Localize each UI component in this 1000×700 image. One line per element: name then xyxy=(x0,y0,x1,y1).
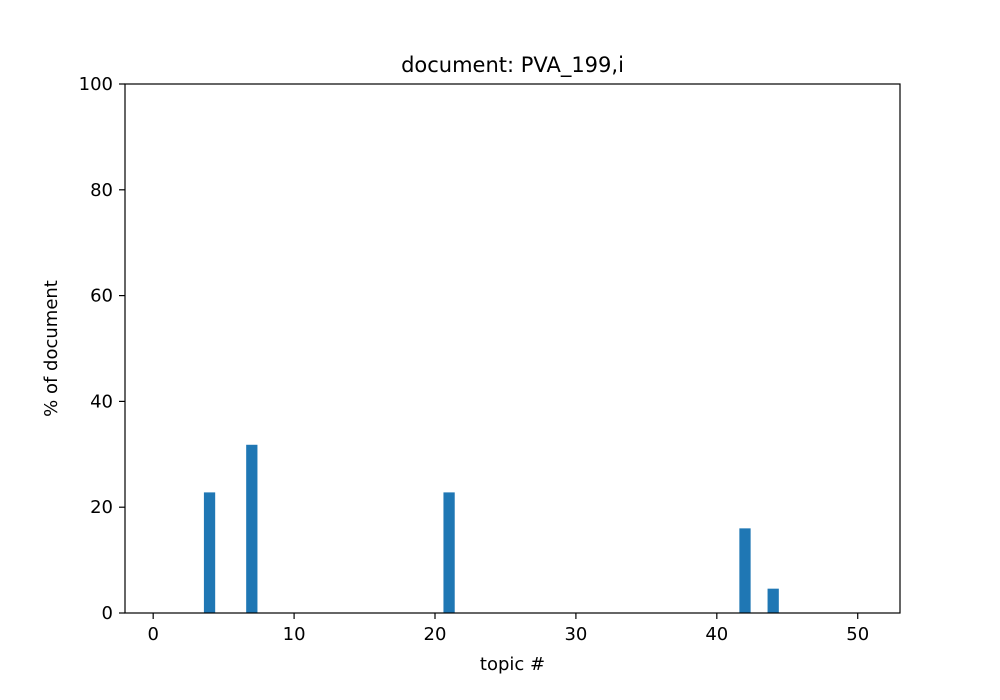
x-tick-label: 20 xyxy=(424,624,447,645)
bar-topic-21 xyxy=(443,492,455,613)
x-tick-label: 50 xyxy=(846,624,869,645)
bar-topic-44 xyxy=(767,588,779,613)
y-axis-ticks: 0 20 40 60 80 100 xyxy=(79,74,125,624)
y-tick-label: 0 xyxy=(102,603,113,624)
x-axis-ticks: 0 10 20 30 40 50 xyxy=(147,613,869,645)
chart-title: document: PVA_199,i xyxy=(401,53,624,78)
bar-topic-7 xyxy=(246,444,258,613)
plot-area-frame xyxy=(124,83,901,614)
bar-topic-4 xyxy=(203,492,216,613)
x-tick-label: 30 xyxy=(564,624,587,645)
y-tick-label: 100 xyxy=(79,74,113,95)
x-axis-label: topic # xyxy=(480,654,545,675)
x-tick-label: 10 xyxy=(283,624,306,645)
y-axis-label: % of document xyxy=(41,280,62,417)
y-tick-label: 60 xyxy=(90,286,113,307)
x-tick-label: 40 xyxy=(705,624,728,645)
bar-topic-42 xyxy=(739,528,751,613)
bars-layer xyxy=(203,444,779,613)
y-tick-label: 40 xyxy=(90,391,113,412)
y-tick-label: 20 xyxy=(90,497,113,518)
y-tick-label: 80 xyxy=(90,180,113,201)
x-tick-label: 0 xyxy=(147,624,158,645)
